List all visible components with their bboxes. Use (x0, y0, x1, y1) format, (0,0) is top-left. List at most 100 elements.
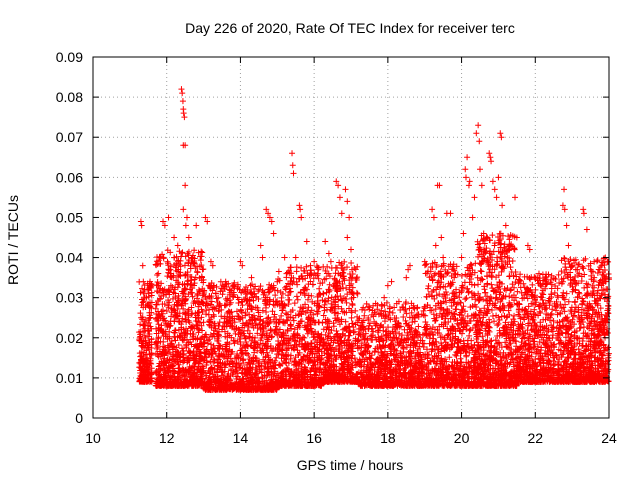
data-point (178, 321, 185, 328)
data-point (161, 367, 168, 374)
data-point (143, 378, 150, 385)
data-point (155, 257, 162, 264)
data-point (165, 350, 172, 357)
data-point (166, 299, 173, 306)
data-point (183, 341, 190, 348)
data-point (189, 364, 196, 371)
data-point (192, 357, 199, 364)
data-point (154, 379, 161, 386)
data-point (166, 357, 173, 364)
data-point (198, 314, 205, 321)
data-point (138, 302, 145, 309)
data-point (184, 278, 191, 285)
data-point (190, 330, 197, 337)
data-point (179, 249, 186, 256)
data-point (160, 346, 167, 353)
data-point (187, 349, 194, 356)
data-point (195, 309, 202, 316)
data-point (198, 262, 205, 269)
data-point (153, 370, 160, 377)
data-point (198, 363, 205, 370)
data-point (148, 309, 155, 316)
data-point (197, 253, 204, 260)
data-point (176, 334, 183, 341)
data-point (192, 314, 199, 321)
data-point (169, 295, 176, 302)
data-point (140, 322, 147, 329)
data-point (157, 295, 164, 302)
data-point (182, 315, 189, 322)
data-point (181, 337, 188, 344)
data-point (155, 308, 162, 315)
data-point (154, 288, 161, 295)
data-point (170, 343, 177, 350)
data-point (139, 314, 146, 321)
data-point (145, 345, 152, 352)
data-point (156, 378, 163, 385)
data-point (176, 248, 183, 255)
data-point (194, 269, 201, 276)
data-point (148, 283, 155, 290)
data-point (168, 309, 175, 316)
data-point (169, 356, 176, 363)
data-point (176, 310, 183, 317)
data-point (156, 362, 163, 369)
data-point (153, 301, 160, 308)
data-point (182, 300, 189, 307)
data-point (159, 351, 166, 358)
data-point (155, 334, 162, 341)
data-point (175, 361, 182, 368)
data-point (170, 305, 177, 312)
data-point (139, 285, 146, 292)
data-point (154, 272, 161, 279)
data-point (200, 266, 207, 273)
data-point (185, 306, 192, 313)
data-point (172, 327, 179, 334)
data-point (163, 308, 170, 315)
data-point (159, 307, 166, 314)
data-point (199, 327, 206, 334)
data-point (191, 247, 198, 254)
data-point (192, 300, 199, 307)
data-point (144, 344, 151, 351)
scatter-points (136, 86, 612, 393)
data-point (192, 274, 199, 281)
data-point (152, 369, 159, 376)
data-point (174, 279, 181, 286)
data-point (198, 322, 205, 329)
data-point (184, 269, 191, 276)
data-point (141, 332, 148, 339)
data-point (146, 315, 153, 322)
data-point (163, 291, 170, 298)
data-point (166, 267, 173, 274)
data-point (167, 249, 174, 256)
data-point (187, 339, 194, 346)
data-point (187, 265, 194, 272)
data-point (175, 341, 182, 348)
data-point (196, 352, 203, 359)
data-point (193, 342, 200, 349)
data-point (196, 288, 203, 295)
data-point (173, 312, 180, 319)
data-point (139, 299, 146, 306)
data-point (153, 282, 160, 289)
data-point (179, 365, 186, 372)
data-point (174, 373, 181, 380)
data-point (198, 248, 205, 255)
data-point (194, 376, 201, 383)
data-point (199, 375, 206, 382)
data-point (140, 338, 147, 345)
data-point (175, 303, 182, 310)
data-point (175, 273, 182, 280)
data-point (137, 310, 144, 317)
data-point (172, 284, 179, 291)
data-point (189, 289, 196, 296)
data-point (187, 323, 194, 330)
data-point (154, 279, 161, 286)
data-point (153, 330, 160, 337)
data-point (188, 324, 195, 331)
data-point (155, 270, 162, 277)
data-point (196, 263, 203, 270)
data-point (181, 329, 188, 336)
data-point (184, 272, 191, 279)
